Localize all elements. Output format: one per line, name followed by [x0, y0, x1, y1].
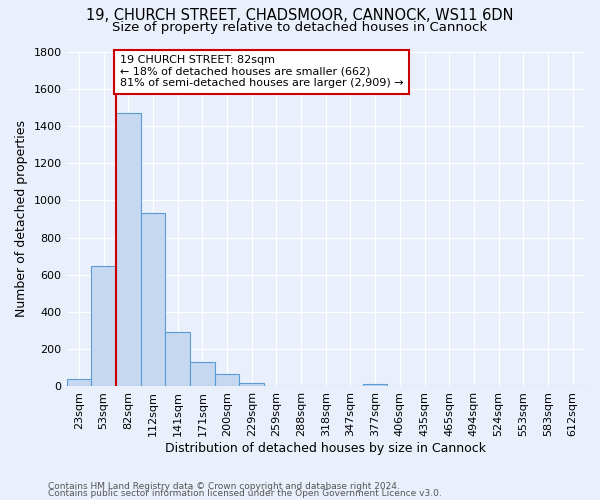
- Bar: [215, 374, 239, 386]
- Text: 19, CHURCH STREET, CHADSMOOR, CANNOCK, WS11 6DN: 19, CHURCH STREET, CHADSMOOR, CANNOCK, W…: [86, 8, 514, 22]
- Bar: [165, 332, 190, 386]
- Text: Size of property relative to detached houses in Cannock: Size of property relative to detached ho…: [112, 21, 488, 34]
- Text: Contains HM Land Registry data © Crown copyright and database right 2024.: Contains HM Land Registry data © Crown c…: [48, 482, 400, 491]
- Bar: [116, 113, 140, 386]
- Text: Contains public sector information licensed under the Open Government Licence v3: Contains public sector information licen…: [48, 489, 442, 498]
- Bar: [239, 382, 264, 386]
- Bar: [190, 362, 215, 386]
- Bar: [363, 384, 388, 386]
- Bar: [140, 214, 165, 386]
- X-axis label: Distribution of detached houses by size in Cannock: Distribution of detached houses by size …: [165, 442, 486, 455]
- Text: 19 CHURCH STREET: 82sqm
← 18% of detached houses are smaller (662)
81% of semi-d: 19 CHURCH STREET: 82sqm ← 18% of detache…: [119, 55, 403, 88]
- Bar: [67, 379, 91, 386]
- Y-axis label: Number of detached properties: Number of detached properties: [15, 120, 28, 318]
- Bar: [91, 266, 116, 386]
